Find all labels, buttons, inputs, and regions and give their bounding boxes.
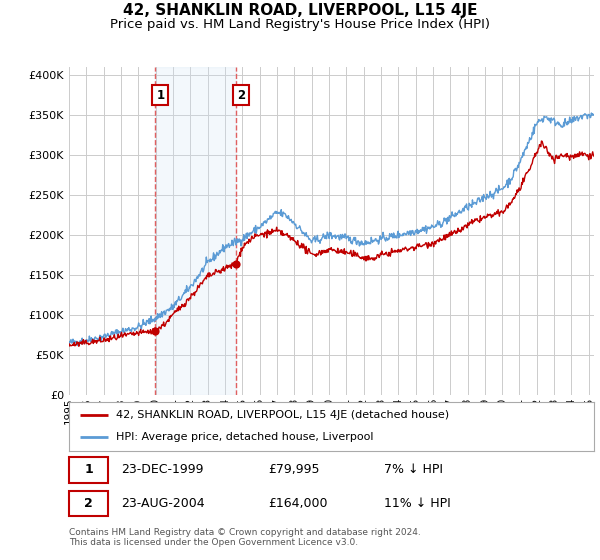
Point (151, 326, 160, 335)
Text: 7% ↓ HPI: 7% ↓ HPI (384, 463, 443, 477)
Text: Contains HM Land Registry data © Crown copyright and database right 2024.
This d: Contains HM Land Registry data © Crown c… (69, 528, 421, 547)
Text: 1: 1 (156, 88, 164, 101)
Text: £79,995: £79,995 (269, 463, 320, 477)
FancyBboxPatch shape (69, 491, 109, 516)
Point (231, 259, 241, 268)
Text: 23-AUG-2004: 23-AUG-2004 (121, 497, 205, 510)
Text: 42, SHANKLIN ROAD, LIVERPOOL, L15 4JE (detached house): 42, SHANKLIN ROAD, LIVERPOOL, L15 4JE (d… (116, 410, 449, 420)
Text: 2: 2 (85, 497, 93, 510)
Text: 1: 1 (85, 463, 93, 477)
Bar (155, 67, 236, 395)
Text: 42, SHANKLIN ROAD, LIVERPOOL, L15 4JE: 42, SHANKLIN ROAD, LIVERPOOL, L15 4JE (123, 3, 477, 18)
Text: Price paid vs. HM Land Registry's House Price Index (HPI): Price paid vs. HM Land Registry's House … (110, 18, 490, 31)
Text: 23-DEC-1999: 23-DEC-1999 (121, 463, 204, 477)
Text: 2: 2 (237, 88, 245, 101)
Text: HPI: Average price, detached house, Liverpool: HPI: Average price, detached house, Live… (116, 432, 374, 442)
Text: £164,000: £164,000 (269, 497, 328, 510)
FancyBboxPatch shape (69, 457, 109, 483)
Text: 11% ↓ HPI: 11% ↓ HPI (384, 497, 451, 510)
